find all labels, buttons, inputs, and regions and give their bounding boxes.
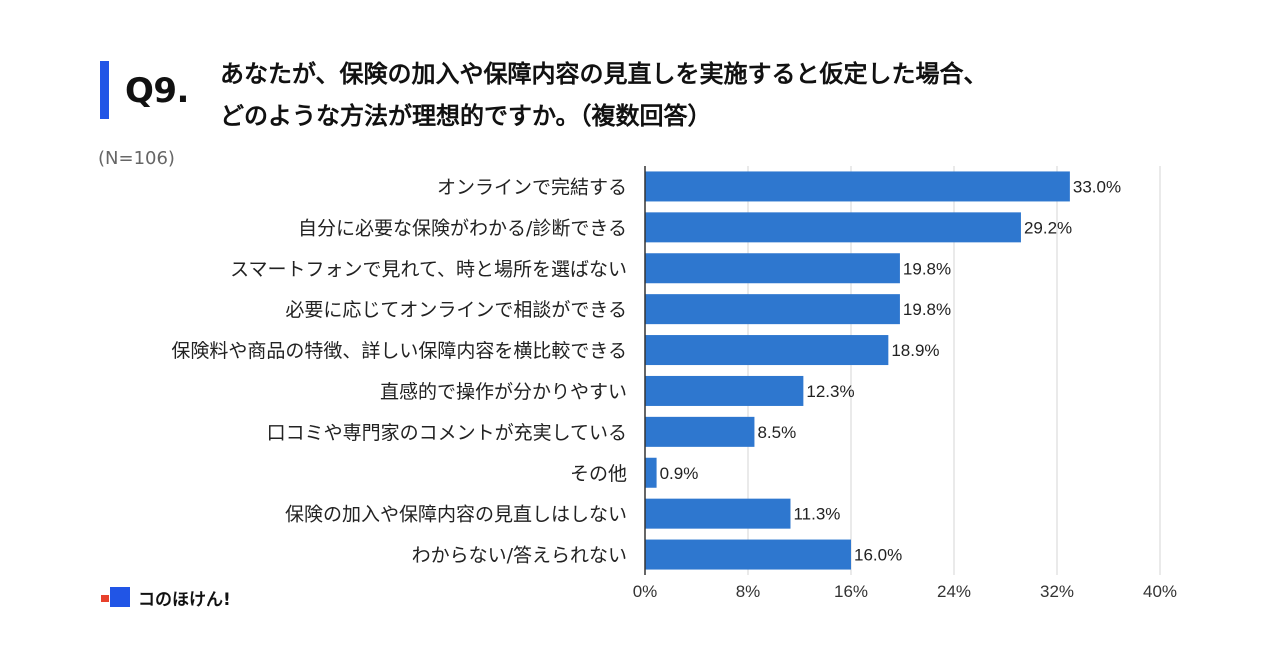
category-label-7: その他 [570,463,627,485]
bar-4 [645,335,889,366]
brand-logo-icon [101,586,130,607]
category-label-2: スマートフォンで見れて、時と場所を選ばない [230,258,627,280]
sample-size-label: (N=106) [98,148,175,169]
bar-9 [645,539,851,570]
category-label-8: 保険の加入や保障内容の見直しはしない [285,504,627,526]
data-label-1: 29.2% [1024,218,1072,237]
category-label-3: 必要に応じてオンラインで相談ができる [285,299,627,321]
bar-7 [645,457,657,488]
data-label-9: 16.0% [854,546,902,565]
bar-0 [645,171,1070,202]
bar-3 [645,294,900,325]
question-text-line-2: どのような方法が理想的ですか。（複数回答） [220,102,712,130]
category-label-5: 直感的で操作が分かりやすい [380,381,627,403]
data-label-3: 19.8% [903,300,951,319]
category-label-1: 自分に必要な保険がわかる/診断できる [298,217,627,239]
data-label-2: 19.8% [903,259,951,278]
x-tick-label-0: 0% [633,582,658,601]
category-label-4: 保険料や商品の特徴、詳しい保障内容を横比較できる [171,340,627,362]
category-label-0: オンラインで完結する [437,176,627,198]
bar-6 [645,416,755,447]
data-label-5: 12.3% [806,382,854,401]
category-label-6: 口コミや専門家のコメントが充実している [267,422,627,444]
x-tick-label-5: 40% [1143,582,1177,601]
brand-logo: コのほけん! [98,585,231,610]
title-accent-bar [100,61,109,119]
bar-2 [645,253,900,284]
brand-name: コのほけん! [138,590,231,610]
x-tick-label-2: 16% [834,582,868,601]
question-number: Q9. [125,71,189,111]
question-text-line-1: あなたが、保険の加入や保障内容の見直しを実施すると仮定した場合、 [220,60,988,88]
x-tick-label-4: 32% [1040,582,1074,601]
bar-1 [645,212,1021,243]
data-label-7: 0.9% [660,464,699,483]
data-label-0: 33.0% [1073,177,1121,196]
data-label-8: 11.3% [793,505,840,524]
bar-5 [645,375,804,406]
data-label-4: 18.9% [891,341,939,360]
data-label-6: 8.5% [757,423,796,442]
x-tick-label-3: 24% [937,582,971,601]
category-label-9: わからない/答えられない [412,545,627,567]
x-tick-label-1: 8% [736,582,761,601]
bar-8 [645,498,791,529]
